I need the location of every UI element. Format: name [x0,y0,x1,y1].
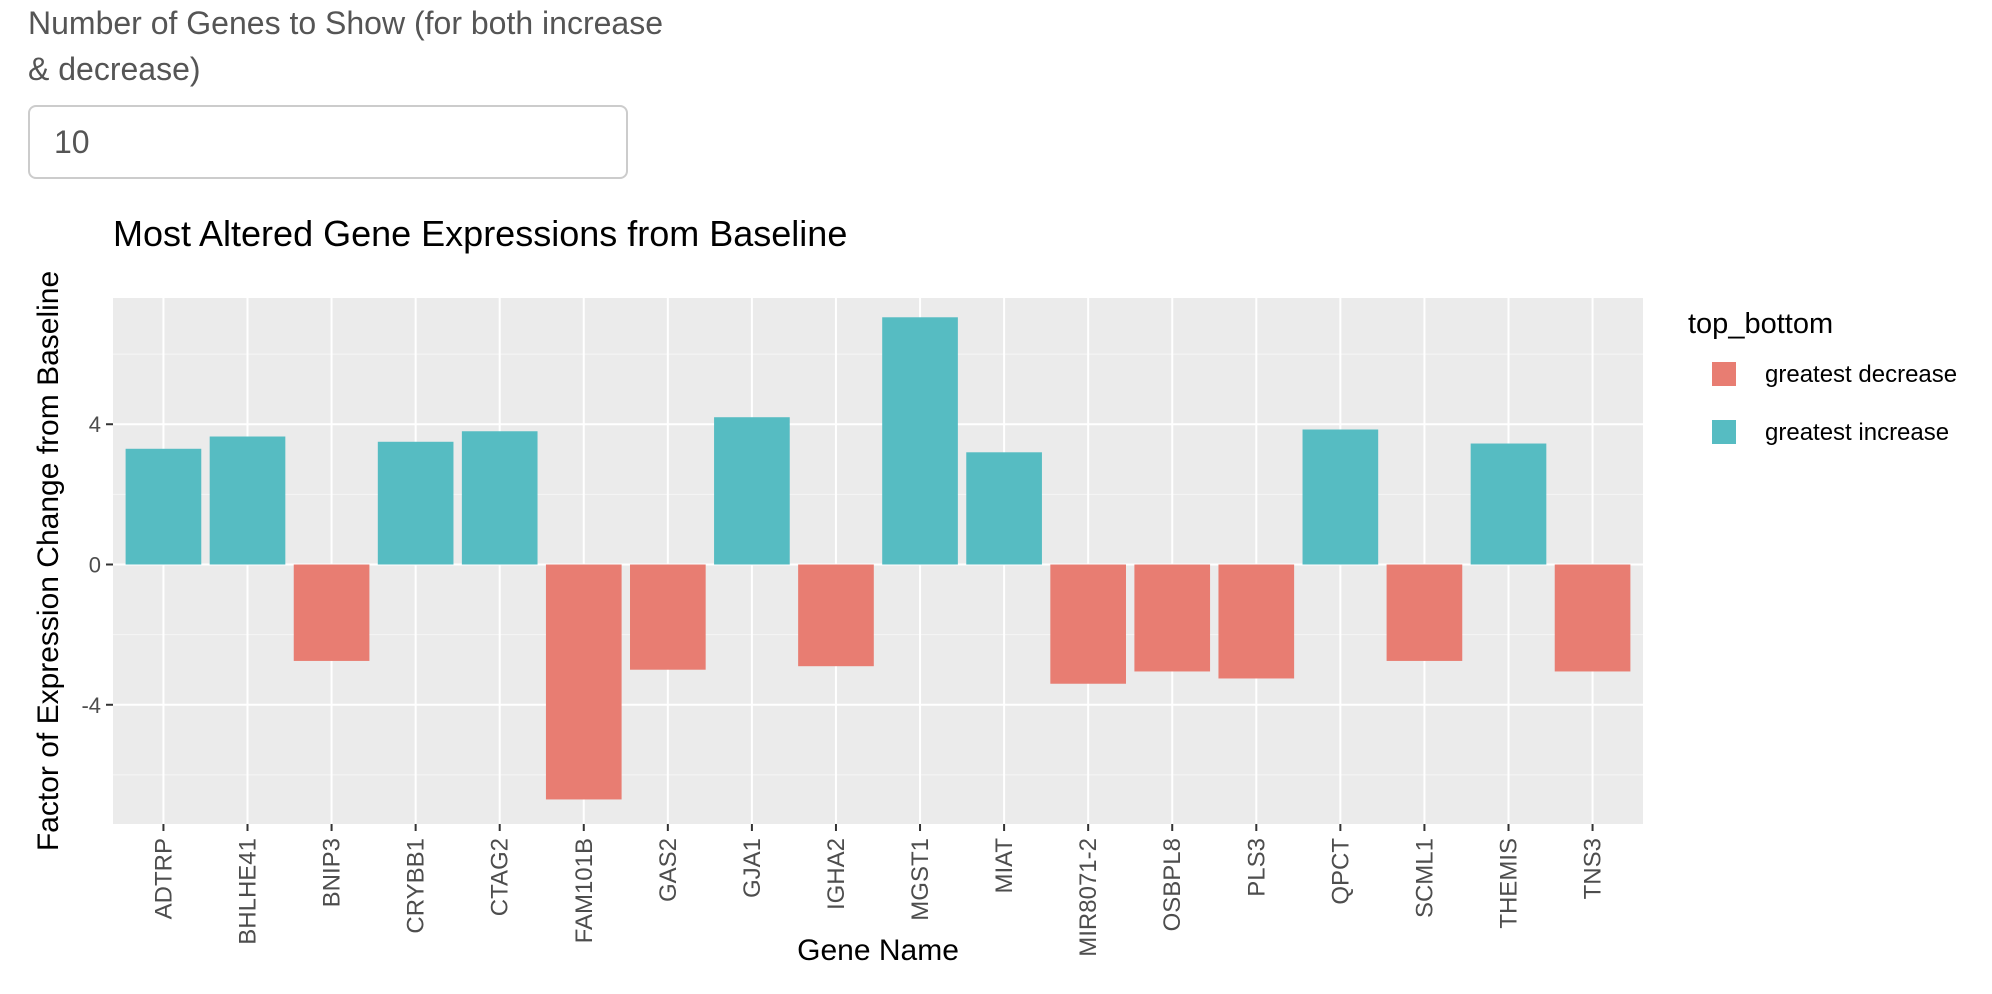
bar-bnip3 [293,564,370,661]
bar-mgst1 [882,317,958,565]
bar-fam101b [545,564,622,800]
bar-themis [1470,443,1547,565]
plot-panel [113,298,1643,824]
x-tick-label: BHLHE41 [235,838,262,945]
bar-pls3 [1218,564,1295,679]
x-tick-label: THEMIS [1495,838,1522,929]
gene-count-label: Number of Genes to Show (for both increa… [28,5,663,87]
bar-miat [966,452,1042,565]
x-tick-label: GAS2 [655,838,682,902]
bar-qpct [1302,429,1379,565]
legend-label: greatest increase [1765,419,1949,446]
x-tick-label: CTAG2 [487,838,514,916]
bar-chart: Most Altered Gene Expressions from Basel… [32,213,1957,967]
bar-igha2 [798,564,874,667]
x-tick-label: BNIP3 [319,838,346,907]
legend-key-greatest-increase [1712,420,1736,444]
gene-count-input[interactable] [28,105,628,179]
x-tick-label: CRYBB1 [403,838,430,934]
x-tick-label: MGST1 [907,838,934,921]
x-tick-label: PLS3 [1243,838,1270,897]
legend-key-greatest-decrease [1712,362,1736,386]
x-tick-label: MIR8071-2 [1075,838,1102,957]
x-tick-label: MIAT [991,838,1018,894]
bar-crybb1 [377,441,454,565]
x-tick-label: ADTRP [150,838,177,919]
bar-bhlhe41 [209,436,286,565]
legend-title: top_bottom [1688,308,1833,340]
x-tick-label: QPCT [1327,838,1354,905]
x-tick-label: OSBPL8 [1159,838,1186,931]
bar-gas2 [630,564,706,670]
x-tick-label: IGHA2 [823,838,850,910]
gene-count-control: Number of Genes to Show (for both increa… [28,0,668,92]
bar-osbpl8 [1134,564,1211,672]
y-axis-title: Factor of Expression Change from Baselin… [32,271,65,851]
bar-mir8071-2 [1050,564,1126,684]
legend-label: greatest decrease [1765,361,1957,388]
bar-scml1 [1386,564,1463,661]
bar-gja1 [714,417,790,565]
y-tick-label: 4 [89,412,101,437]
chart-title: Most Altered Gene Expressions from Basel… [113,213,847,254]
bar-ctag2 [461,431,538,565]
x-tick-label: GJA1 [739,838,766,898]
y-tick-label: -4 [81,693,101,718]
x-tick-label: TNS3 [1580,838,1607,899]
x-tick-label: SCML1 [1411,838,1438,918]
y-tick-label: 0 [89,553,101,578]
bar-adtrp [125,448,202,565]
bar-tns3 [1554,564,1631,672]
x-tick-label: FAM101B [571,838,598,943]
x-axis-title: Gene Name [797,934,959,967]
